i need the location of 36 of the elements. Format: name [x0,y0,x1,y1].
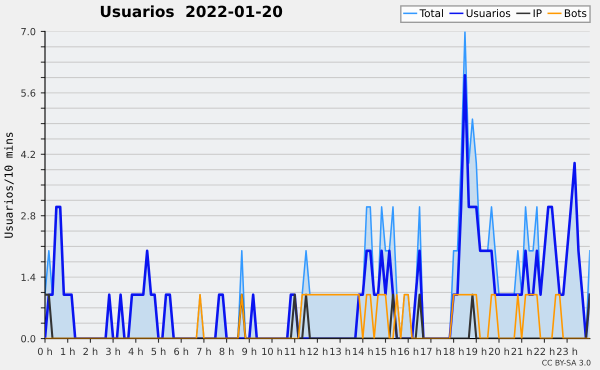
chart-title: Usuarios 2022-01-20 [100,5,282,18]
x-tick-label: 4 h [128,348,143,355]
x-tick-label: 22 h [534,348,554,355]
legend-label: Usuarios [466,9,510,18]
x-tick-label: 20 h [488,348,509,356]
y-tick-label: 2.8 [21,212,36,220]
x-tick-label: 16 h [398,348,418,356]
x-tick-label: 8 h [220,348,234,356]
x-tick-label: 23 h [557,348,578,356]
y-axis-title: Usuarios/10 mins [4,132,14,238]
x-tick-label: 1 h [61,348,75,355]
x-tick-label: 17 h [421,348,441,355]
x-tick-label: 2 h [83,348,98,355]
x-tick-label: 12 h [308,348,328,355]
x-tick-label: 0 h [38,348,52,356]
x-tick-label: 7 h [196,348,211,355]
x-tick-label: 3 h [106,348,120,356]
y-tick-label: 5.6 [21,89,36,97]
x-tick-label: 15 h [376,348,396,356]
x-tick-label: 10 h [262,348,282,356]
x-tick-label: 18 h [444,348,464,356]
x-tick-label: 21 h [512,348,532,355]
y-tick-label: 4.2 [20,150,35,158]
x-tick-label: 13 h [330,348,350,356]
y-tick-label: 1.4 [22,274,36,281]
x-tick-label: 11 h [284,348,305,355]
x-tick-label: 9 h [242,348,256,356]
legend-label: Total [420,9,443,18]
y-tick-label: 7.0 [21,28,36,36]
y-tick-label: 0.0 [21,335,36,342]
legend-label: Bots [564,9,586,18]
x-tick-label: 6 h [174,348,188,356]
x-tick-label: 14 h [353,348,373,355]
x-tick-label: 5 h [152,348,166,356]
legend-label: IP [534,9,542,17]
x-tick-label: 19 h [466,348,486,356]
